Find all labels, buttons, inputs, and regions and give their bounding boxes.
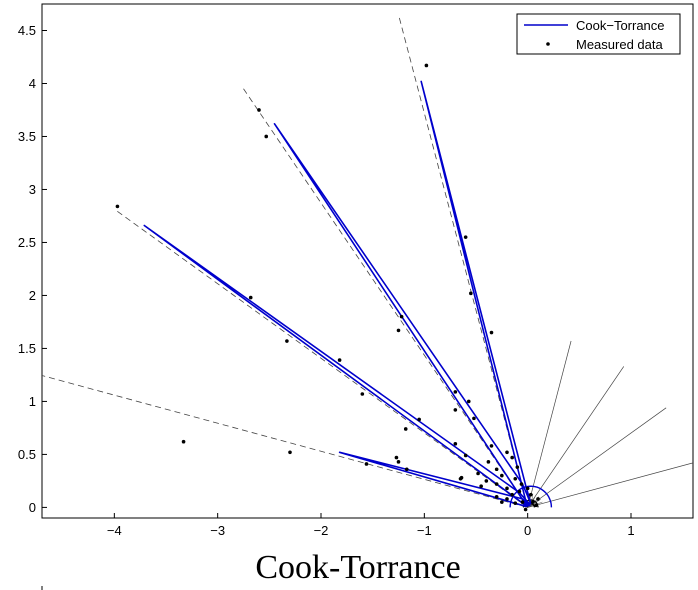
measured-point — [396, 328, 401, 333]
measured-point — [115, 204, 120, 209]
measured-point — [396, 460, 401, 464]
measured-point — [505, 497, 509, 501]
measured-point — [476, 471, 480, 476]
measured-point — [494, 495, 499, 499]
legend-measured-label: Measured data — [576, 37, 663, 52]
measured-point — [525, 486, 530, 491]
y-tick-label: 1.5 — [18, 341, 36, 356]
x-axis-ticks: −4 −3 −2 −1 0 1 — [107, 513, 635, 538]
measured-point — [536, 497, 540, 501]
measured-point — [500, 473, 504, 478]
measured-point — [403, 427, 408, 431]
measured-point — [360, 392, 365, 396]
x-tick-label: −4 — [107, 523, 122, 538]
x-tick-label: 0 — [524, 523, 531, 538]
measured-point — [472, 416, 476, 421]
incident-direction-line — [527, 462, 693, 508]
measured-point — [466, 399, 471, 404]
y-tick-label: 0.5 — [18, 447, 36, 462]
x-tick-label: −2 — [314, 523, 329, 538]
measured-point — [288, 450, 292, 455]
incident-direction-line — [527, 366, 625, 508]
measured-point — [257, 108, 261, 112]
measured-point — [510, 455, 514, 460]
measured-point — [494, 482, 499, 486]
measured-point — [494, 467, 499, 472]
measured-point — [424, 63, 429, 68]
cook-torrance-lobe — [420, 80, 532, 505]
dashed-guide-line — [243, 88, 528, 508]
measured-point — [505, 450, 509, 455]
measured-point — [489, 330, 494, 335]
measured-point — [463, 453, 468, 458]
y-tick-label: 4.5 — [18, 23, 36, 38]
measured-point — [534, 503, 538, 508]
measured-point — [484, 479, 489, 483]
measured-point — [248, 295, 253, 300]
measured-point — [513, 501, 518, 505]
measured-point — [417, 417, 421, 422]
measured-points — [115, 63, 540, 512]
measured-point — [515, 465, 520, 469]
x-tick-label: −1 — [417, 523, 432, 538]
measured-point — [264, 134, 269, 139]
measured-point — [531, 500, 535, 504]
measured-point — [453, 408, 458, 412]
measured-point — [489, 444, 494, 448]
measured-point — [399, 314, 404, 319]
legend: Cook−Torrance Measured data — [516, 13, 681, 55]
legend-box — [516, 13, 681, 55]
y-tick-label: 2 — [29, 288, 36, 303]
measured-point — [453, 390, 458, 394]
y-tick-label: 3 — [29, 182, 36, 197]
measured-point — [505, 486, 509, 491]
y-tick-label: 0 — [29, 500, 36, 515]
measured-point — [181, 439, 186, 444]
y-tick-label: 3.5 — [18, 129, 36, 144]
plot-area — [41, 3, 694, 519]
measured-point — [458, 476, 463, 481]
y-tick-label: 2.5 — [18, 235, 36, 250]
measured-point — [404, 467, 409, 472]
dashed-guide-line — [42, 375, 528, 508]
x-tick-label: 1 — [627, 523, 634, 538]
incident-direction-line — [527, 340, 572, 508]
measured-point — [513, 476, 518, 481]
legend-measured-swatch — [546, 42, 550, 46]
measured-point — [479, 484, 483, 489]
measured-point — [469, 291, 473, 296]
measured-point — [453, 442, 458, 446]
y-tick-label: 1 — [29, 394, 36, 409]
incident-direction-line — [527, 407, 667, 508]
measured-point — [520, 500, 525, 504]
measured-point — [285, 339, 289, 343]
chart-title: Cook-Torrance — [255, 549, 460, 586]
measured-point — [528, 492, 533, 497]
y-tick-label: 4 — [29, 76, 36, 91]
legend-model-label: Cook−Torrance — [576, 18, 665, 33]
measured-point — [517, 489, 522, 494]
measured-point — [523, 507, 528, 512]
measured-point — [394, 455, 399, 460]
measured-point — [519, 482, 524, 486]
dashed-guide-line — [116, 210, 528, 508]
measured-point — [486, 460, 491, 464]
measured-point — [500, 500, 504, 504]
measured-point — [364, 462, 369, 466]
y-axis-ticks: 0 0.5 1 1.5 2 2.5 3 3.5 4 4.5 — [18, 23, 47, 515]
measured-point — [463, 235, 468, 239]
measured-point — [510, 492, 514, 497]
x-tick-label: −3 — [210, 523, 225, 538]
measured-point — [337, 358, 342, 362]
